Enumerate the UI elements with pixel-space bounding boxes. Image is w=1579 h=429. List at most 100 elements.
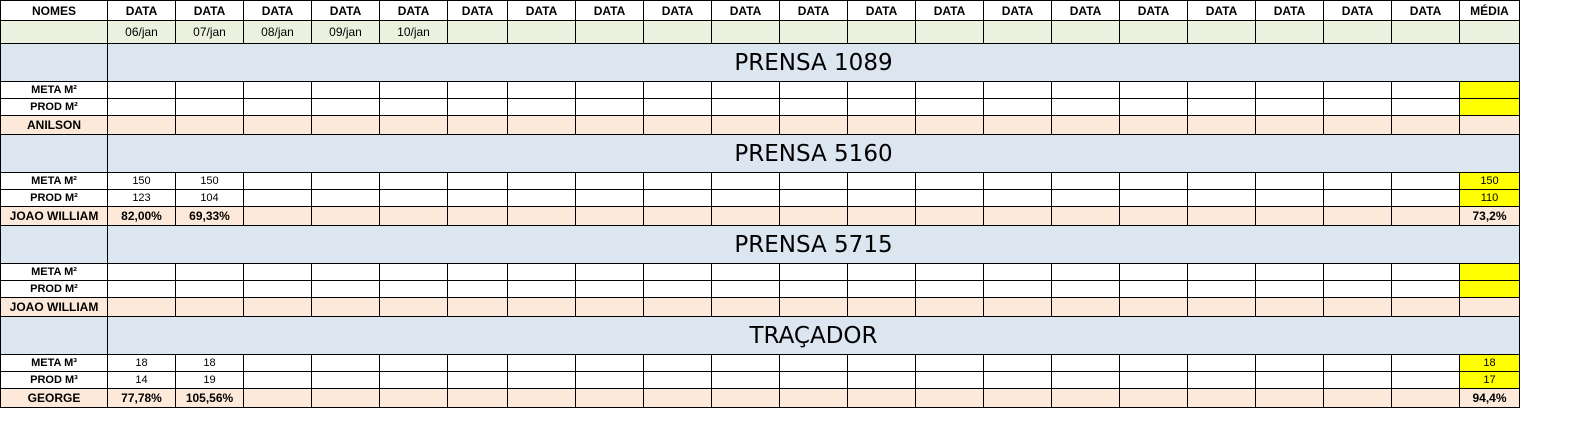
metric-value-cell[interactable] [847,172,916,190]
metric-value-cell[interactable]: 18 [107,354,176,372]
percentage-cell[interactable] [779,206,848,226]
metric-value-cell[interactable] [507,98,576,116]
date-value-cell[interactable] [1051,20,1120,44]
metric-value-cell[interactable] [507,371,576,389]
header-date-cell[interactable]: DATA [1391,0,1460,21]
percentage-cell[interactable]: 77,78% [107,388,176,408]
metric-value-cell[interactable] [447,98,508,116]
metric-value-cell[interactable]: 19 [175,371,244,389]
metric-value-cell[interactable] [1323,280,1392,298]
date-value-cell[interactable] [847,20,916,44]
section-title-cell[interactable]: TRAÇADOR [107,316,1520,355]
percentage-cell[interactable] [311,206,380,226]
date-value-cell[interactable] [915,20,984,44]
metric-value-cell[interactable] [711,280,780,298]
percentage-cell[interactable] [243,297,312,317]
section-title-cell[interactable]: PRENSA 1089 [107,43,1520,82]
metric-value-cell[interactable] [1187,98,1256,116]
percentage-cell[interactable] [379,388,448,408]
metric-value-cell[interactable] [107,98,176,116]
metric-value-cell[interactable] [847,280,916,298]
header-date-cell[interactable]: DATA [1051,0,1120,21]
metric-value-cell[interactable] [379,263,448,281]
metric-value-cell[interactable] [507,280,576,298]
percentage-cell[interactable] [915,206,984,226]
metric-value-cell[interactable] [915,354,984,372]
metric-value-cell[interactable] [643,81,712,99]
percentage-cell[interactable] [575,297,644,317]
metric-value-cell[interactable] [643,189,712,207]
metric-value-cell[interactable] [711,98,780,116]
percentage-cell[interactable] [983,297,1052,317]
header-date-cell[interactable]: DATA [1323,0,1392,21]
percentage-cell[interactable] [643,297,712,317]
percentage-cell[interactable] [1323,206,1392,226]
metric-value-cell[interactable] [1255,263,1324,281]
header-date-cell[interactable]: DATA [107,0,176,21]
metric-value-cell[interactable] [847,354,916,372]
metric-value-cell[interactable] [1255,81,1324,99]
metric-value-cell[interactable] [447,263,508,281]
percentage-cell[interactable] [575,388,644,408]
header-date-cell[interactable]: DATA [1255,0,1324,21]
metric-average-cell[interactable] [1459,81,1520,99]
metric-label-cell[interactable]: PROD M³ [0,371,108,389]
date-value-cell[interactable]: 09/jan [311,20,380,44]
section-title-cell[interactable]: PRENSA 5160 [107,134,1520,173]
date-value-cell[interactable] [1323,20,1392,44]
metric-value-cell[interactable] [1187,354,1256,372]
header-date-cell[interactable]: DATA [847,0,916,21]
metric-value-cell[interactable] [1323,81,1392,99]
percentage-average-cell[interactable]: 94,4% [1459,388,1520,408]
header-date-cell[interactable]: DATA [243,0,312,21]
date-value-cell[interactable] [983,20,1052,44]
metric-average-cell[interactable] [1459,98,1520,116]
metric-value-cell[interactable] [779,371,848,389]
metric-value-cell[interactable] [1255,354,1324,372]
metric-value-cell[interactable] [507,172,576,190]
percentage-cell[interactable] [1051,297,1120,317]
date-value-cell[interactable] [779,20,848,44]
metric-value-cell[interactable] [1051,371,1120,389]
metric-label-cell[interactable]: PROD M² [0,98,108,116]
metric-value-cell[interactable] [1323,263,1392,281]
metric-value-cell[interactable] [575,98,644,116]
percentage-cell[interactable] [311,115,380,135]
metric-value-cell[interactable] [1323,371,1392,389]
percentage-cell[interactable] [1051,388,1120,408]
metric-value-cell[interactable] [779,98,848,116]
metric-value-cell[interactable] [1119,263,1188,281]
metric-value-cell[interactable] [1391,263,1460,281]
percentage-cell[interactable] [1119,115,1188,135]
metric-value-cell[interactable] [311,172,380,190]
percentage-average-cell[interactable]: 73,2% [1459,206,1520,226]
operator-name-cell[interactable]: JOAO WILLIAM [0,206,108,226]
metric-value-cell[interactable] [1119,172,1188,190]
metric-value-cell[interactable] [983,354,1052,372]
percentage-cell[interactable] [1255,115,1324,135]
metric-value-cell[interactable] [983,280,1052,298]
date-value-cell[interactable] [1187,20,1256,44]
percentage-cell[interactable] [507,388,576,408]
metric-value-cell[interactable] [107,263,176,281]
metric-value-cell[interactable] [847,189,916,207]
percentage-average-cell[interactable] [1459,115,1520,135]
metric-value-cell[interactable] [243,354,312,372]
percentage-cell[interactable] [643,388,712,408]
percentage-cell[interactable] [1051,115,1120,135]
metric-value-cell[interactable] [1051,280,1120,298]
metric-value-cell[interactable] [1255,98,1324,116]
metric-value-cell[interactable] [1391,354,1460,372]
percentage-cell[interactable] [243,388,312,408]
metric-value-cell[interactable] [1119,354,1188,372]
metric-value-cell[interactable]: 18 [175,354,244,372]
percentage-average-cell[interactable] [1459,297,1520,317]
metric-label-cell[interactable]: META M² [0,81,108,99]
section-title-cell[interactable]: PRENSA 5715 [107,225,1520,264]
metric-value-cell[interactable] [983,371,1052,389]
percentage-cell[interactable] [1187,297,1256,317]
percentage-cell[interactable] [1119,388,1188,408]
metric-value-cell[interactable] [1119,280,1188,298]
date-value-cell[interactable] [1119,20,1188,44]
percentage-cell[interactable] [379,206,448,226]
